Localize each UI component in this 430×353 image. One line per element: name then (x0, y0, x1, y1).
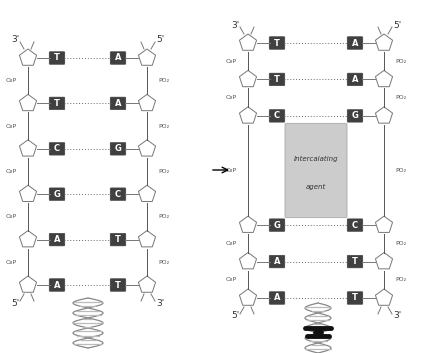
Text: G: G (114, 144, 121, 153)
FancyBboxPatch shape (49, 233, 65, 246)
Text: A: A (274, 257, 280, 266)
FancyBboxPatch shape (347, 255, 363, 268)
Text: PO₂: PO₂ (395, 59, 406, 64)
Text: A: A (352, 38, 358, 48)
Text: 3': 3' (11, 36, 19, 44)
FancyBboxPatch shape (347, 73, 363, 86)
Text: A: A (54, 281, 60, 289)
Text: PO₂: PO₂ (395, 277, 406, 282)
Text: agent: agent (306, 184, 326, 190)
FancyBboxPatch shape (110, 97, 126, 110)
FancyBboxPatch shape (49, 188, 65, 201)
Text: A: A (115, 54, 121, 62)
Text: PO₂: PO₂ (158, 169, 169, 174)
FancyBboxPatch shape (269, 292, 285, 304)
Text: A: A (115, 99, 121, 108)
Text: C: C (274, 111, 280, 120)
FancyBboxPatch shape (110, 233, 126, 246)
FancyBboxPatch shape (269, 37, 285, 49)
Text: O₂P: O₂P (6, 260, 17, 265)
FancyBboxPatch shape (49, 143, 65, 155)
Text: O₂P: O₂P (6, 214, 17, 220)
Text: T: T (115, 281, 121, 289)
Text: O₂P: O₂P (6, 124, 17, 128)
FancyBboxPatch shape (49, 97, 65, 110)
Text: O₂P: O₂P (226, 59, 237, 64)
FancyBboxPatch shape (110, 52, 126, 64)
Text: T: T (274, 75, 280, 84)
FancyBboxPatch shape (347, 37, 363, 49)
Text: T: T (54, 54, 60, 62)
FancyBboxPatch shape (347, 109, 363, 122)
Text: 3': 3' (393, 311, 401, 321)
Text: O₂P: O₂P (226, 95, 237, 100)
Text: 5': 5' (156, 36, 164, 44)
Text: T: T (115, 235, 121, 244)
Text: G: G (352, 111, 359, 120)
Text: PO₂: PO₂ (395, 95, 406, 100)
Text: T: T (352, 257, 358, 266)
Text: C: C (54, 144, 60, 153)
Text: 5': 5' (11, 299, 19, 307)
Text: T: T (274, 38, 280, 48)
Text: O₂P: O₂P (226, 241, 237, 246)
Text: O₂P: O₂P (226, 277, 237, 282)
FancyBboxPatch shape (49, 279, 65, 291)
FancyBboxPatch shape (49, 52, 65, 64)
FancyBboxPatch shape (110, 279, 126, 291)
Text: C: C (115, 190, 121, 199)
Text: PO₂: PO₂ (158, 124, 169, 128)
FancyBboxPatch shape (285, 123, 347, 218)
FancyBboxPatch shape (110, 143, 126, 155)
FancyBboxPatch shape (269, 73, 285, 86)
Text: G: G (54, 190, 61, 199)
Text: A: A (352, 75, 358, 84)
Text: PO₂: PO₂ (158, 214, 169, 220)
Text: PO₂: PO₂ (158, 260, 169, 265)
Text: A: A (274, 293, 280, 303)
FancyBboxPatch shape (347, 292, 363, 304)
Text: T: T (352, 293, 358, 303)
Text: O₂P: O₂P (226, 168, 237, 173)
Text: T: T (54, 99, 60, 108)
Text: G: G (273, 221, 280, 230)
Text: A: A (54, 235, 60, 244)
Text: 5': 5' (231, 311, 239, 321)
FancyBboxPatch shape (110, 188, 126, 201)
Text: 5': 5' (393, 20, 401, 30)
Text: 3': 3' (156, 299, 164, 307)
Text: 3': 3' (231, 20, 239, 30)
FancyBboxPatch shape (269, 255, 285, 268)
Text: PO₂: PO₂ (158, 78, 169, 83)
Text: O₂P: O₂P (6, 78, 17, 83)
Text: C: C (352, 221, 358, 230)
FancyBboxPatch shape (269, 219, 285, 232)
Text: O₂P: O₂P (6, 169, 17, 174)
FancyBboxPatch shape (269, 109, 285, 122)
FancyBboxPatch shape (347, 219, 363, 232)
Text: PO₂: PO₂ (395, 168, 406, 173)
Text: Intercalating: Intercalating (294, 155, 338, 162)
Text: PO₂: PO₂ (395, 241, 406, 246)
